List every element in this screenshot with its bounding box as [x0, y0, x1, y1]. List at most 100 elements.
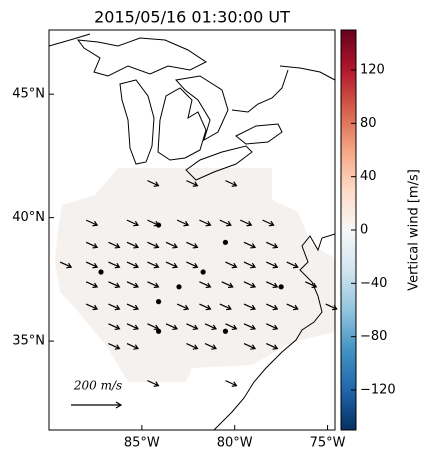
wind-vector	[266, 323, 279, 331]
colorbar-tick-label: 40	[360, 169, 377, 184]
wind-vector	[240, 219, 253, 227]
wind-vector	[108, 281, 121, 289]
wind-vector	[108, 303, 121, 311]
colorbar-tick-label: 120	[360, 63, 385, 78]
x-tick-label: 85°W	[124, 436, 160, 451]
wind-vector	[266, 281, 279, 289]
wind-vector	[286, 303, 299, 311]
lake-superior	[49, 33, 207, 77]
wind-vector	[147, 180, 160, 187]
wind-vector	[126, 303, 140, 311]
wind-vector	[59, 261, 73, 269]
wind-vector	[266, 343, 279, 350]
x-tick-label: 80°W	[217, 436, 253, 451]
wind-vector	[85, 219, 99, 227]
wind-vector	[199, 281, 212, 289]
wind-vector	[126, 323, 140, 331]
data-region	[55, 168, 335, 382]
wind-vector	[126, 219, 140, 227]
wind-vector	[266, 241, 279, 249]
colorbar	[340, 29, 357, 431]
colorbar-tick-label: −80	[360, 329, 387, 344]
wind-vector	[243, 281, 257, 289]
wind-vector	[225, 180, 238, 187]
wind-vector	[186, 343, 199, 350]
wind-vector	[98, 269, 104, 275]
colorbar-tick-label: 0	[360, 223, 368, 238]
lake-huron	[175, 75, 229, 142]
y-tick-label: 40°N	[12, 210, 45, 225]
wind-vector	[278, 284, 284, 290]
wind-vector	[204, 323, 218, 331]
wind-vector	[243, 261, 257, 269]
wind-vector	[222, 328, 229, 334]
map-frame	[48, 29, 336, 431]
colorbar-tick-label: −40	[360, 276, 387, 291]
wind-vector	[305, 281, 318, 289]
wind-vector	[219, 219, 232, 227]
wind-vector	[325, 303, 338, 311]
wind-vector	[186, 180, 199, 187]
wind-vector	[155, 328, 162, 334]
wind-vector	[126, 281, 140, 289]
wind-vector	[108, 261, 121, 269]
lake-michigan	[119, 79, 155, 165]
colorbar-tick-label: 80	[360, 116, 377, 131]
lake-erie	[185, 145, 253, 181]
wind-vector	[85, 261, 99, 269]
wind-vector	[186, 323, 199, 331]
wind-vector	[147, 281, 160, 289]
wind-vector	[200, 269, 206, 275]
wind-vector	[222, 239, 229, 245]
wind-vector	[155, 222, 162, 228]
wind-vector	[147, 380, 160, 387]
wind-vector	[243, 343, 257, 350]
wind-vector	[266, 261, 279, 269]
wind-vector	[176, 284, 182, 290]
wind-vector	[243, 241, 257, 249]
wind-vector	[165, 261, 179, 269]
wind-vector	[108, 323, 121, 331]
wind-vector	[108, 343, 121, 350]
wind-vector	[199, 303, 212, 311]
wind-vector	[85, 303, 99, 311]
colorbar-label: Vertical wind [m/s]	[407, 169, 422, 291]
wind-vector	[204, 343, 218, 350]
wind-vector	[126, 261, 140, 269]
wind-vector	[225, 380, 238, 387]
wind-vector	[147, 241, 160, 249]
wind-vector	[243, 303, 257, 311]
wind-vector	[221, 281, 234, 289]
wind-vector	[176, 303, 190, 311]
wind-vector	[147, 261, 160, 269]
wind-vector	[165, 241, 179, 249]
wind-vector	[225, 323, 238, 331]
x-tick-label: 75°W	[310, 436, 346, 451]
east-coast	[213, 233, 335, 430]
wind-vector	[108, 241, 121, 249]
wind-vector	[126, 343, 140, 350]
chart-title: 2015/05/16 01:30:00 UT	[94, 8, 290, 27]
wind-vector	[225, 261, 238, 269]
quiver-key-label: 200 m/s	[73, 379, 122, 393]
border	[231, 65, 335, 113]
lower-peninsula	[157, 87, 207, 161]
wind-vector	[155, 299, 162, 305]
wind-vector	[243, 323, 257, 331]
wind-vector	[176, 219, 190, 227]
lake-ontario	[235, 123, 283, 145]
y-tick-label: 45°N	[12, 87, 45, 102]
wind-vector	[165, 323, 179, 331]
colorbar-tick-label: −120	[360, 383, 396, 398]
map-layers	[49, 33, 335, 430]
quiver-key	[71, 401, 123, 409]
wind-vector	[85, 241, 99, 249]
wind-vector	[85, 281, 99, 289]
wind-vector	[266, 303, 279, 311]
wind-vector	[126, 241, 140, 249]
wind-vector	[186, 241, 199, 249]
wind-vector	[199, 219, 212, 227]
wind-vector	[219, 303, 232, 311]
wind-vector	[286, 261, 299, 269]
